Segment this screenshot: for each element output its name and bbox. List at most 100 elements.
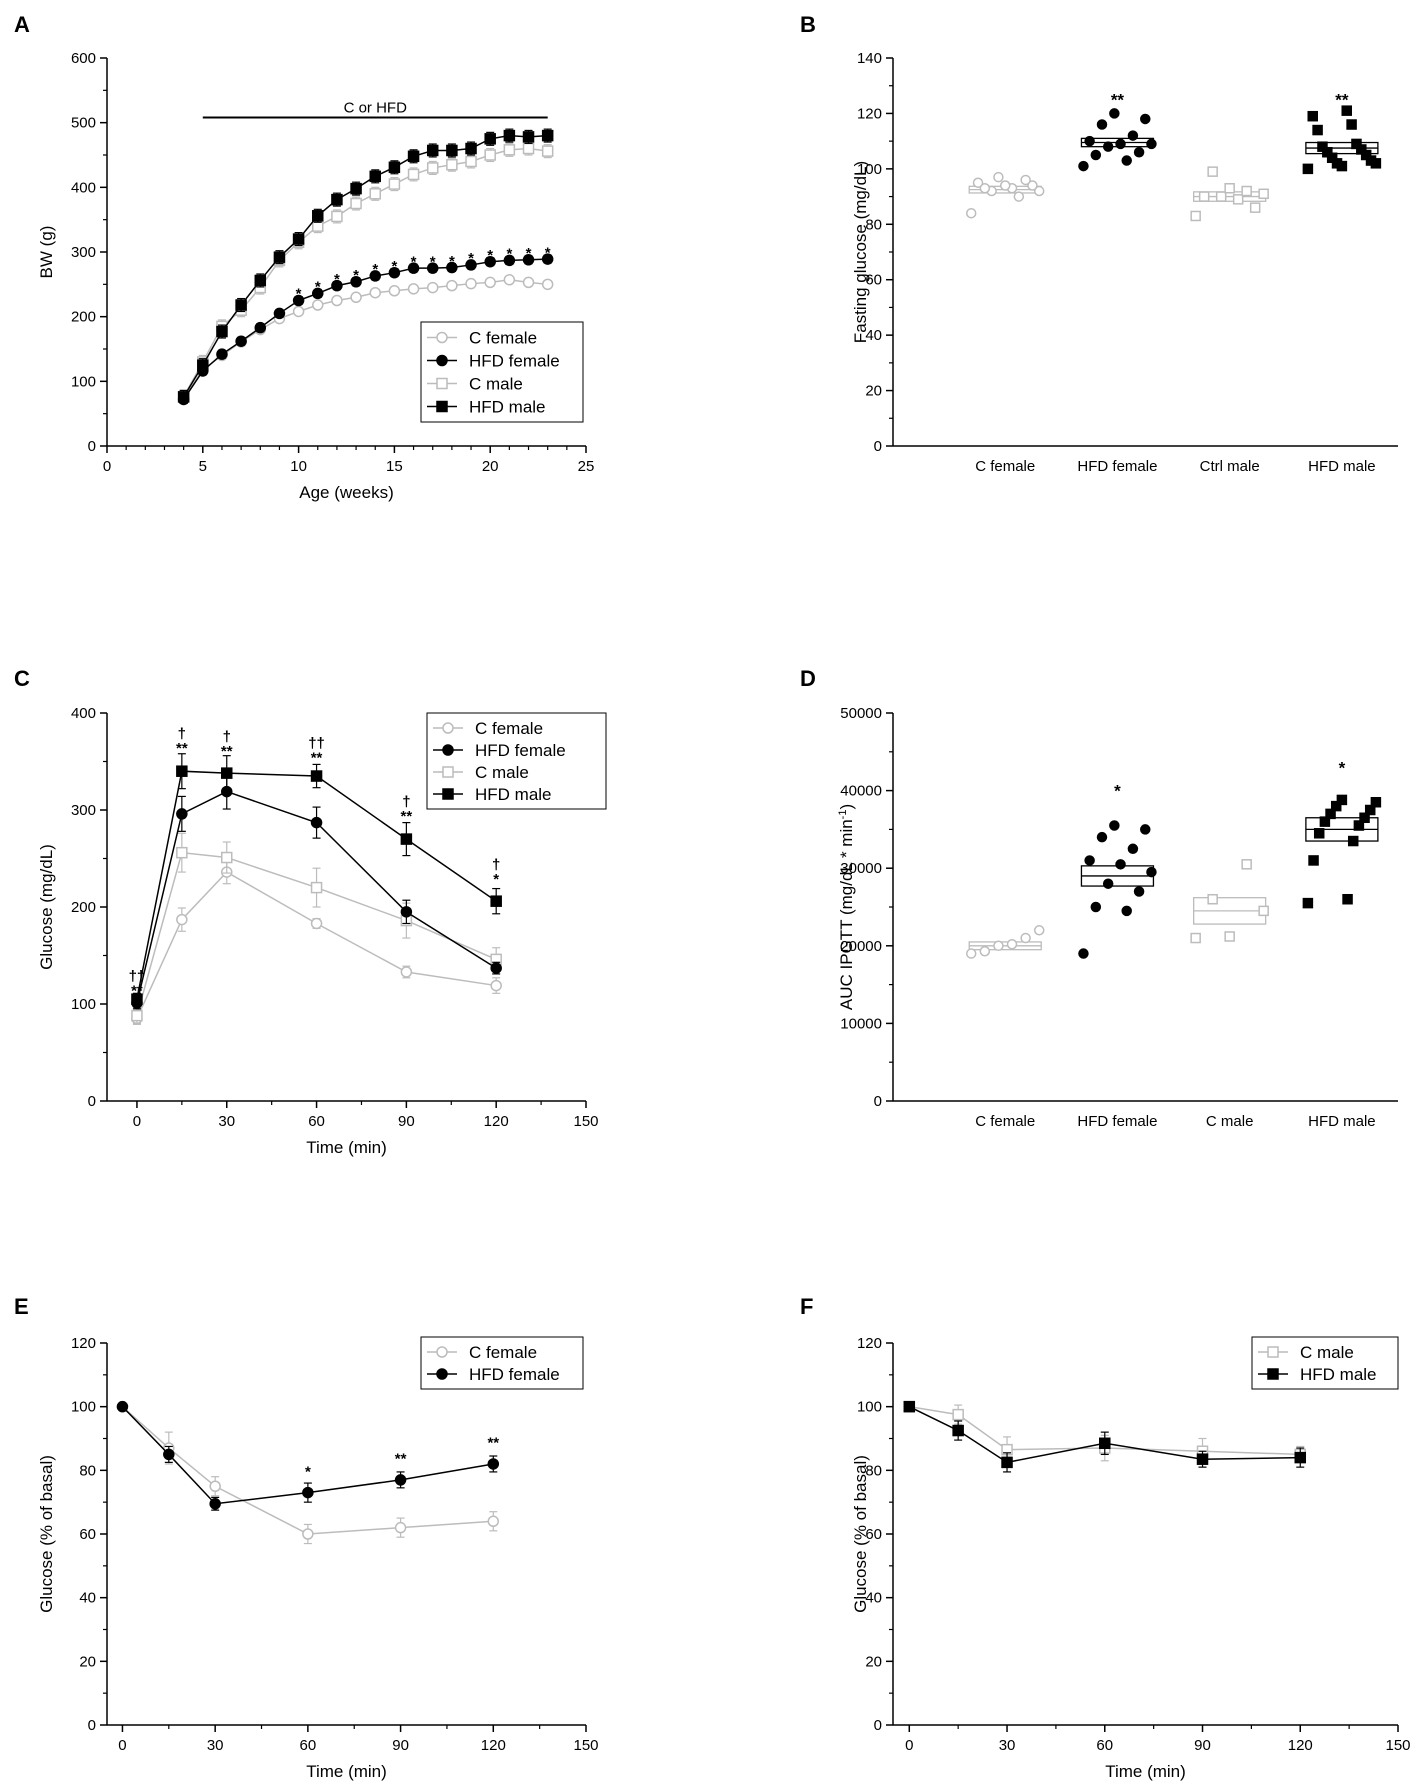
y-tick-label: 100: [71, 373, 96, 390]
significance-mark: *: [430, 253, 436, 270]
x-axis-label: Time (min): [1105, 1762, 1186, 1781]
data-point: [312, 299, 324, 311]
y-axis-label: BW (g): [37, 226, 56, 279]
y-tick-label: 300: [71, 244, 96, 261]
significance-mark: *: [296, 286, 302, 303]
group-hfd-male: HFD male: [1302, 794, 1382, 1130]
group-hfd-female: HFD female: [1077, 108, 1157, 475]
data-point: [522, 142, 535, 155]
data-point: [163, 1448, 175, 1461]
group-c-female: C female: [965, 171, 1045, 475]
y-tick-label: 60: [865, 1526, 882, 1543]
significance-mark: **: [1335, 91, 1349, 110]
y-tick-label: 50000: [840, 705, 882, 722]
data-point: [407, 168, 420, 181]
data-point: [116, 1400, 129, 1413]
data-point: [394, 1521, 407, 1534]
data-point: [1133, 146, 1145, 158]
data-point: [235, 335, 247, 347]
data-point: [292, 233, 305, 245]
significance-mark: **: [487, 1435, 499, 1452]
significance-mark: *: [1339, 758, 1346, 777]
x-tick-label: 150: [573, 1113, 598, 1130]
legend-marker: [436, 400, 448, 413]
data-point: [979, 183, 991, 194]
data-point: [426, 281, 439, 294]
data-point: [541, 145, 554, 157]
data-point: [484, 133, 496, 145]
significance-mark: **: [221, 743, 233, 760]
data-point: [490, 895, 502, 907]
data-point: [972, 177, 984, 188]
y-axis-label: Glucose (% of basal): [37, 1455, 56, 1613]
data-point: [1121, 905, 1132, 917]
legend-marker: [436, 1346, 448, 1358]
series-c-female: [131, 859, 502, 1025]
x-tick-label: 15: [386, 458, 403, 475]
data-point: [1207, 166, 1218, 177]
significance-mark: *: [372, 261, 378, 278]
x-axis-label: Time (min): [306, 1762, 387, 1781]
x-tick-label: 30: [218, 1113, 235, 1130]
data-point: [369, 286, 381, 299]
data-point: [426, 144, 439, 157]
data-point: [400, 906, 413, 918]
data-point: [1140, 824, 1151, 835]
x-category-label: HFD male: [1308, 458, 1376, 475]
panel-a: A 0 100 200 300 400 500 600 0 5 10 15 20 25 Age (weeks…: [14, 12, 594, 502]
data-point: [1115, 138, 1126, 150]
data-point: [331, 294, 343, 307]
y-tick-label: 600: [71, 50, 96, 67]
significance-mark: *: [493, 871, 499, 888]
data-point: [1364, 804, 1376, 816]
significance-mark: *: [468, 250, 474, 267]
data-point: [407, 150, 420, 163]
y-tick-label: 40: [865, 1590, 882, 1607]
data-point: [131, 1009, 143, 1022]
x-tick-label: 20: [482, 458, 499, 475]
treatment-bar-label: C or HFD: [344, 99, 408, 116]
data-point: [1342, 893, 1353, 905]
legend-marker: [442, 788, 454, 800]
significance-mark: **: [131, 982, 143, 999]
legend-label: HFD female: [475, 741, 566, 760]
x-tick-label: 0: [905, 1737, 913, 1754]
data-point: [292, 294, 305, 307]
data-point: [503, 144, 516, 156]
panel-label: A: [14, 12, 30, 37]
data-point: [541, 129, 554, 142]
x-tick-label: 120: [481, 1737, 506, 1754]
y-tick-label: 100: [71, 1399, 96, 1416]
significance-mark: *: [391, 258, 397, 275]
x-category-label: C male: [1206, 1113, 1254, 1130]
data-point: [221, 767, 233, 779]
y-tick-label: 10000: [840, 1015, 882, 1032]
legend-marker: [1267, 1368, 1279, 1380]
data-point: [993, 940, 1004, 952]
data-point: [465, 142, 477, 155]
data-point: [273, 251, 286, 263]
significance-mark: **: [401, 808, 413, 825]
y-tick-label: 100: [71, 996, 96, 1013]
x-tick-label: 150: [1385, 1737, 1410, 1754]
data-point: [209, 1498, 221, 1510]
data-point: [1084, 855, 1095, 866]
series-line: [908, 1405, 1301, 1464]
data-point: [1249, 202, 1261, 213]
y-tick-label: 200: [71, 309, 96, 326]
group-c-male: C male: [1190, 859, 1269, 1130]
data-point: [369, 188, 381, 200]
legend-label: HFD female: [469, 352, 560, 371]
legend-marker: [436, 331, 448, 344]
data-point: [1190, 210, 1201, 222]
data-point: [350, 182, 362, 195]
legend-label: C female: [475, 719, 543, 738]
data-point: [1319, 816, 1331, 827]
x-category-label: Ctrl male: [1200, 458, 1260, 475]
x-tick-label: 30: [207, 1737, 224, 1754]
data-point: [176, 846, 188, 859]
y-tick-label: 20: [865, 383, 882, 400]
y-tick-label: 80: [865, 1462, 882, 1479]
significance-mark: *: [353, 267, 359, 284]
data-point: [541, 253, 554, 265]
